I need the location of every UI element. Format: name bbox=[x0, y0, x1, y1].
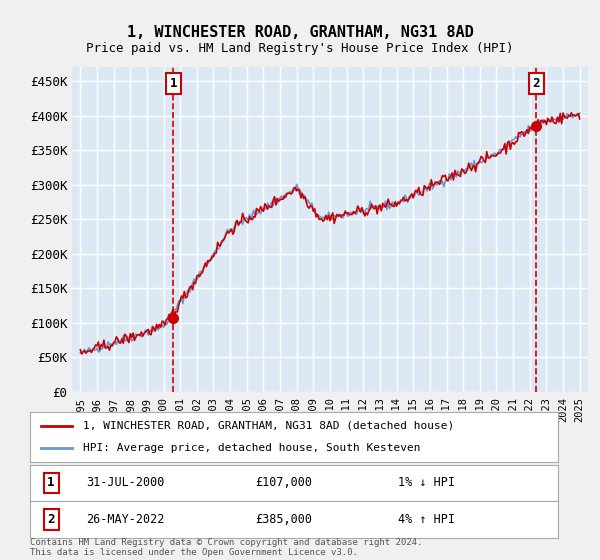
Text: 26-MAY-2022: 26-MAY-2022 bbox=[86, 513, 164, 526]
Text: 2: 2 bbox=[533, 77, 540, 90]
Text: 1, WINCHESTER ROAD, GRANTHAM, NG31 8AD (detached house): 1, WINCHESTER ROAD, GRANTHAM, NG31 8AD (… bbox=[83, 421, 454, 431]
Text: 4% ↑ HPI: 4% ↑ HPI bbox=[398, 513, 455, 526]
Text: 1: 1 bbox=[169, 77, 177, 90]
Text: 1% ↓ HPI: 1% ↓ HPI bbox=[398, 477, 455, 489]
Text: 31-JUL-2000: 31-JUL-2000 bbox=[86, 477, 164, 489]
Text: £107,000: £107,000 bbox=[255, 477, 312, 489]
Text: Price paid vs. HM Land Registry's House Price Index (HPI): Price paid vs. HM Land Registry's House … bbox=[86, 42, 514, 55]
Text: 2: 2 bbox=[47, 513, 55, 526]
Text: 1, WINCHESTER ROAD, GRANTHAM, NG31 8AD: 1, WINCHESTER ROAD, GRANTHAM, NG31 8AD bbox=[127, 25, 473, 40]
Text: 1: 1 bbox=[47, 477, 55, 489]
Text: Contains HM Land Registry data © Crown copyright and database right 2024.
This d: Contains HM Land Registry data © Crown c… bbox=[30, 538, 422, 557]
Text: HPI: Average price, detached house, South Kesteven: HPI: Average price, detached house, Sout… bbox=[83, 443, 420, 453]
Text: £385,000: £385,000 bbox=[255, 513, 312, 526]
